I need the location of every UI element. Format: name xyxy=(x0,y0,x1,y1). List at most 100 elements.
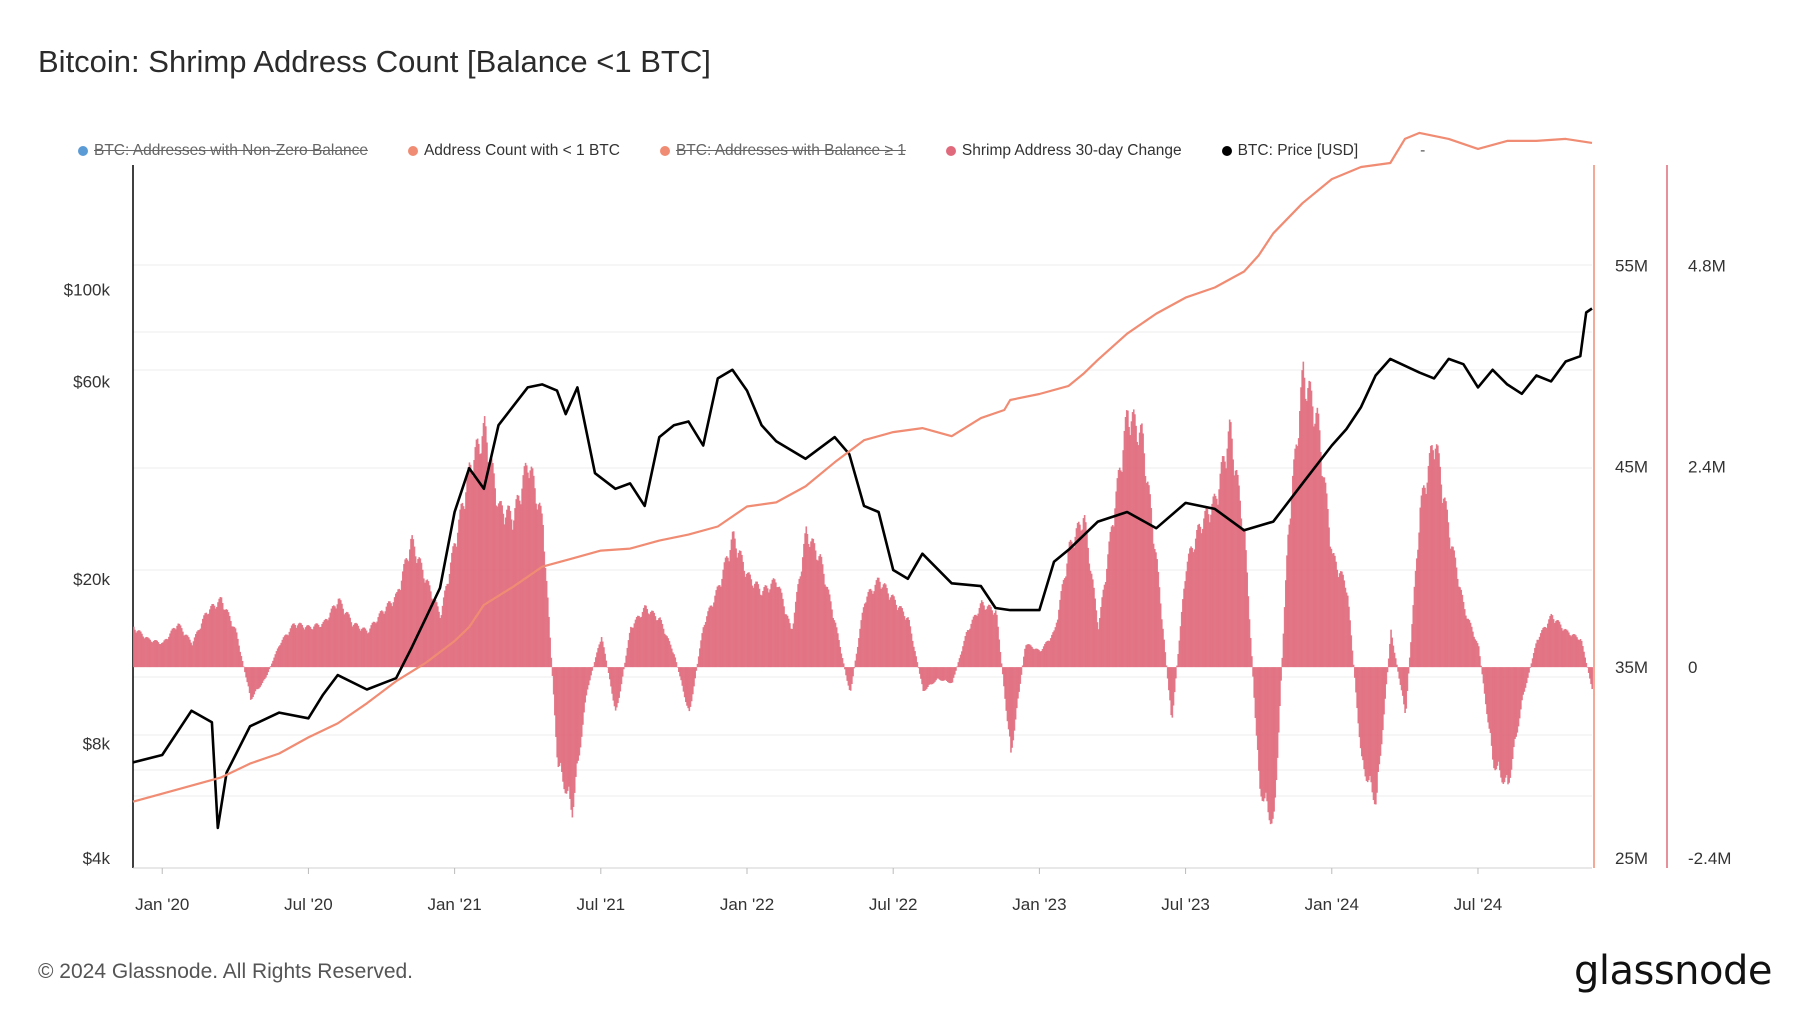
legend-item-shrimp-30d-change[interactable]: Shrimp Address 30-day Change xyxy=(945,142,1182,160)
change-bar xyxy=(1334,555,1336,668)
change-bar xyxy=(1079,524,1081,668)
change-bar xyxy=(1053,630,1056,668)
change-bar xyxy=(511,529,514,668)
change-bar xyxy=(592,666,595,668)
change-bar xyxy=(1438,453,1440,668)
change-bar xyxy=(807,543,810,668)
change-bar xyxy=(1113,526,1115,668)
change-bar xyxy=(1570,636,1572,668)
change-bar xyxy=(1302,361,1305,668)
change-bar xyxy=(1165,665,1168,668)
change-bar xyxy=(1066,563,1068,668)
change-bar xyxy=(1289,518,1292,668)
change-bar xyxy=(1056,619,1059,668)
change-bar xyxy=(707,611,709,668)
change-bar xyxy=(1054,627,1057,668)
change-bar xyxy=(697,656,700,668)
change-bar xyxy=(1037,649,1039,668)
change-bar xyxy=(1293,459,1295,668)
change-bar xyxy=(203,615,205,668)
change-bar xyxy=(407,561,410,668)
change-bar xyxy=(1021,665,1024,668)
change-bar xyxy=(1123,430,1126,668)
change-bar xyxy=(956,666,958,668)
change-bar xyxy=(731,531,734,668)
change-bar xyxy=(908,619,911,668)
change-bar xyxy=(133,626,135,668)
change-bar xyxy=(1094,598,1096,668)
change-bar xyxy=(1338,573,1341,668)
change-bar xyxy=(426,579,429,668)
change-bar xyxy=(324,618,327,668)
change-bar xyxy=(1328,527,1330,668)
change-bar xyxy=(1082,518,1085,668)
x-tick-label: Jul '20 xyxy=(284,895,333,914)
change-bar xyxy=(134,629,136,668)
change-bar xyxy=(754,583,756,668)
change-bar xyxy=(1259,667,1261,789)
change-bar xyxy=(336,604,339,668)
change-bar xyxy=(364,628,367,668)
change-bar xyxy=(185,634,188,668)
change-bar xyxy=(213,605,216,668)
change-bar xyxy=(1270,667,1273,824)
change-bar xyxy=(903,616,906,668)
glassnode-logo[interactable]: glassnode xyxy=(1573,948,1773,994)
change-bar xyxy=(770,583,772,668)
change-bar xyxy=(1379,667,1382,756)
change-bar xyxy=(1025,645,1027,668)
change-bar xyxy=(1571,634,1574,668)
change-bar xyxy=(182,631,184,668)
change-bar xyxy=(982,602,984,668)
change-bar xyxy=(799,576,802,668)
change-bar xyxy=(797,584,799,668)
change-bar xyxy=(583,667,585,713)
change-bar xyxy=(152,640,155,668)
legend-item-extra[interactable]: - xyxy=(1420,142,1426,159)
change-bar xyxy=(954,667,956,675)
change-bar xyxy=(1185,571,1188,668)
legend-item-balance-ge-1[interactable]: BTC: Addresses with Balance ≥ 1 xyxy=(659,142,906,160)
change-bar xyxy=(580,667,583,737)
change-bar xyxy=(173,628,176,668)
change-bar xyxy=(214,608,217,668)
change-bar xyxy=(690,667,693,702)
change-bar xyxy=(902,611,905,668)
change-bar xyxy=(170,630,173,668)
change-bar xyxy=(1428,453,1431,668)
change-bar xyxy=(1306,401,1308,668)
change-bar xyxy=(738,550,741,668)
change-bar xyxy=(747,572,749,668)
change-bar xyxy=(1410,642,1412,668)
change-bar xyxy=(237,638,239,668)
change-bar xyxy=(1398,667,1401,679)
change-bar xyxy=(1136,441,1139,668)
change-bar xyxy=(1164,652,1167,668)
change-bar xyxy=(194,634,197,668)
change-bar xyxy=(771,579,774,668)
change-bar xyxy=(1061,584,1064,668)
legend-item-shrimp-count[interactable]: Address Count with < 1 BTC xyxy=(407,142,620,160)
change-bar xyxy=(1107,554,1109,668)
change-bar xyxy=(998,639,1001,668)
change-bar xyxy=(1224,461,1226,668)
legend-item-btc-price[interactable]: BTC: Price [USD] xyxy=(1221,142,1358,160)
change-bar xyxy=(869,588,872,668)
change-bar xyxy=(1355,667,1357,693)
change-bar xyxy=(672,652,674,668)
change-bar xyxy=(631,627,633,668)
change-bar xyxy=(1583,651,1585,668)
legend-item-non-zero-balance[interactable]: BTC: Addresses with Non-Zero Balance xyxy=(78,142,368,160)
change-bar xyxy=(1473,636,1475,668)
change-bar xyxy=(441,605,444,668)
change-bar xyxy=(1521,667,1523,701)
change-bar xyxy=(938,667,941,680)
change-bar xyxy=(199,628,202,668)
change-bar xyxy=(228,616,231,668)
change-bar xyxy=(1142,433,1144,668)
change-bar xyxy=(481,436,484,668)
change-bar xyxy=(554,667,556,716)
change-bar xyxy=(329,612,332,668)
change-bar xyxy=(812,538,815,668)
